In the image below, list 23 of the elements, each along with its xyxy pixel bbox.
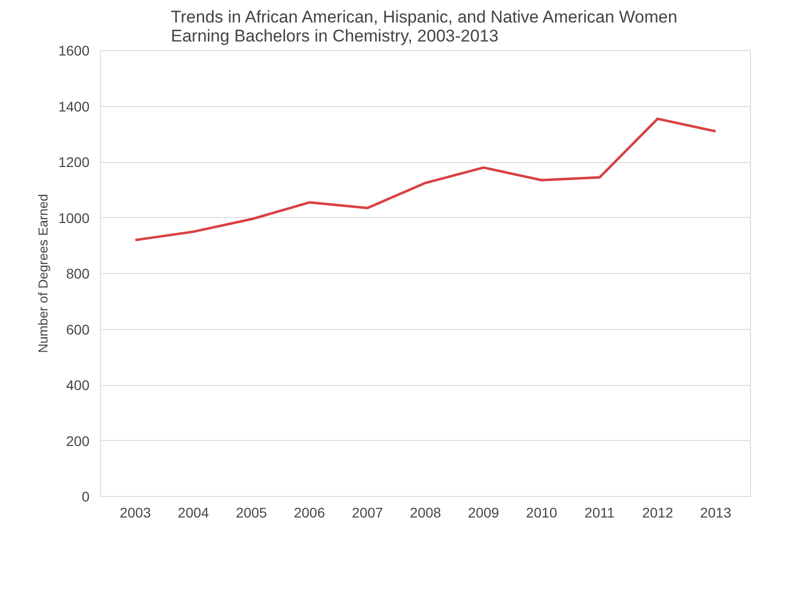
- y-tick-label: 0: [82, 488, 90, 504]
- x-tick-label: 2010: [526, 504, 558, 520]
- chart-title: Trends in African American, Hispanic, and Native American Women Earning Bachelors in Chemistry, 2003-2013: [170, 8, 678, 46]
- y-tick-label: 400: [66, 377, 90, 393]
- y-tick-label: 1400: [58, 98, 90, 114]
- x-tick-label: 2004: [178, 504, 210, 520]
- y-tick-label: 1200: [58, 154, 90, 170]
- y-tick-label: 800: [66, 266, 90, 282]
- y-tick-label: 200: [66, 432, 90, 449]
- x-tick-label: 2009: [468, 504, 500, 520]
- x-tick-label: 2005: [236, 504, 268, 520]
- y-tick-label: 1600: [58, 42, 90, 58]
- x-tick-label: 2012: [642, 504, 674, 520]
- x-tick-label: 2008: [410, 504, 442, 520]
- y-axis-title: Number of Degrees Earned: [35, 194, 50, 353]
- y-tick-label: 1000: [58, 210, 90, 226]
- x-tick-label: 2013: [700, 504, 732, 520]
- x-tick-label: 2007: [352, 504, 384, 520]
- line-series: [134, 118, 717, 242]
- x-tick-label: 2003: [120, 504, 152, 520]
- y-tick-label: 600: [66, 321, 90, 338]
- x-tick-label: 2011: [584, 504, 615, 520]
- x-tick-label: 2006: [294, 504, 326, 520]
